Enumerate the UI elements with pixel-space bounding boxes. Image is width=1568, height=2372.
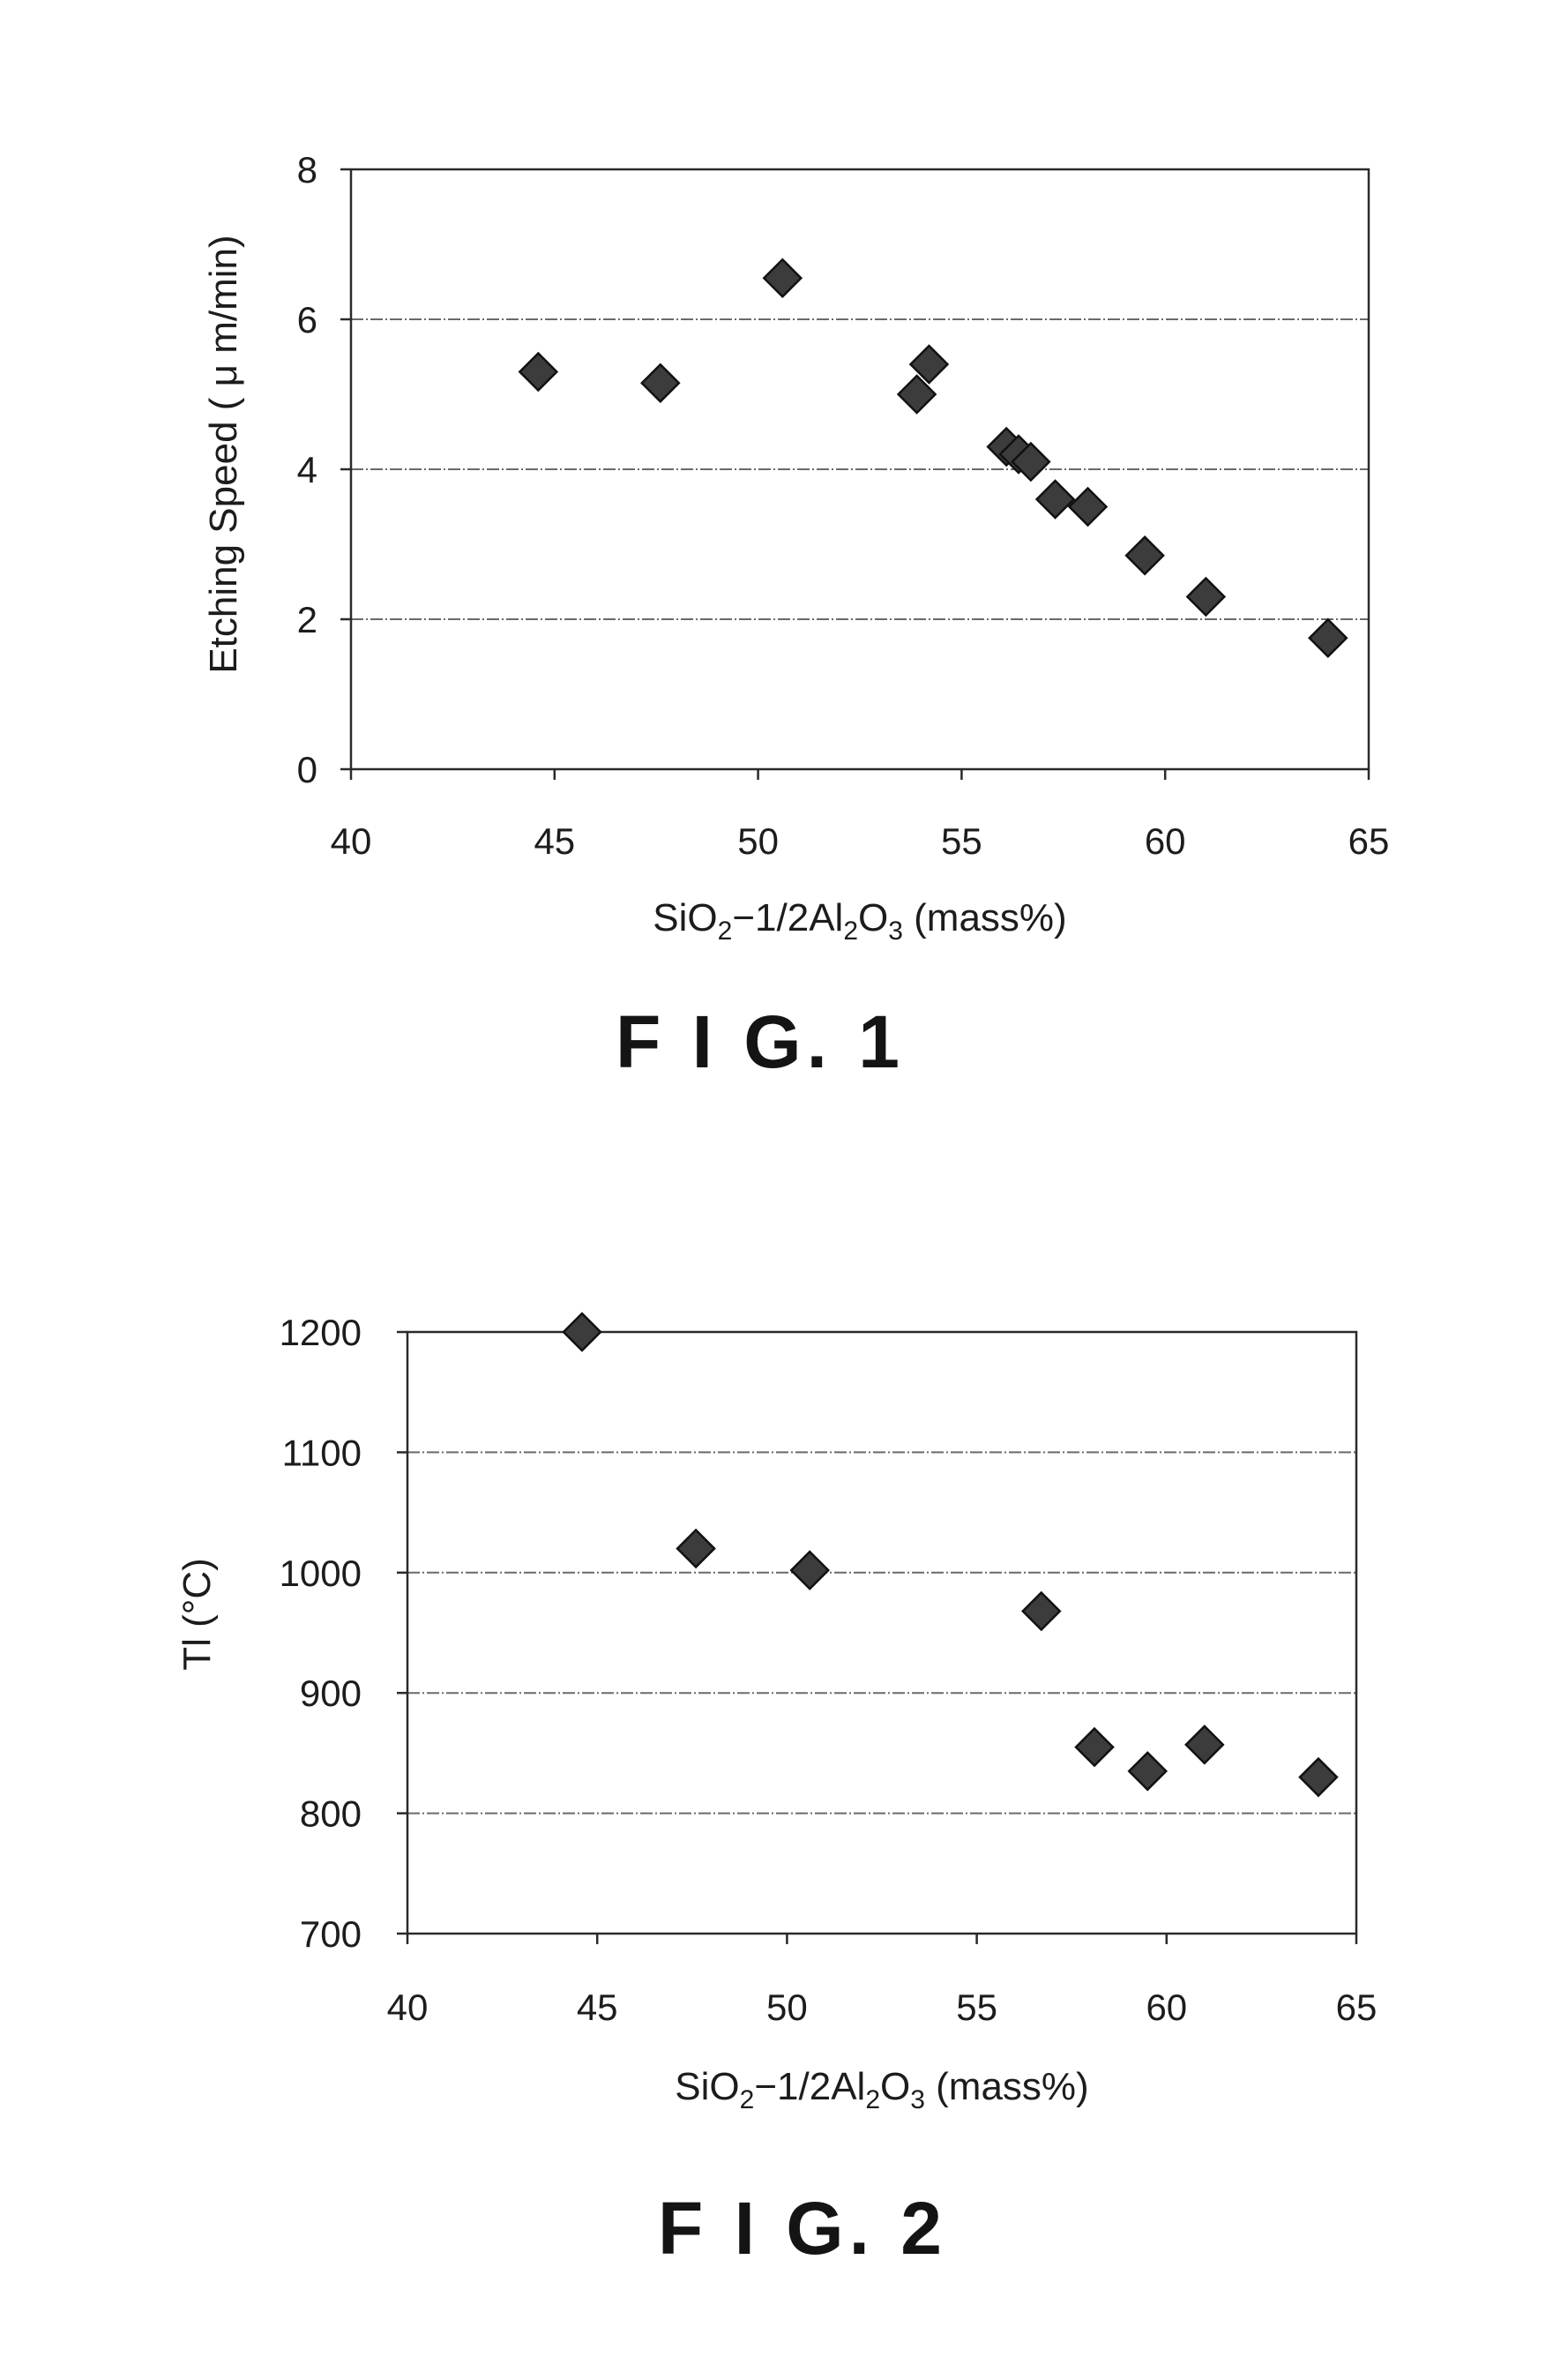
y-tick-label: 800	[300, 1793, 362, 1835]
y-tick-label: 2	[297, 599, 317, 640]
x-axis-label-subscript: 2	[740, 2085, 755, 2114]
y-tick-label: 1100	[282, 1432, 362, 1473]
data-point	[519, 354, 556, 391]
x-axis-label-part: SiO	[675, 2065, 739, 2108]
x-tick-label: 50	[737, 820, 779, 862]
x-axis-label-part: (mass%)	[903, 896, 1067, 939]
x-axis-label-subscript: 2	[718, 917, 733, 946]
data-point	[1126, 537, 1163, 574]
x-tick-label: 55	[956, 1987, 997, 2028]
data-point	[1310, 619, 1347, 656]
x-axis-label-part: SiO	[653, 896, 717, 939]
x-tick-label: 55	[941, 820, 982, 862]
y-tick-label: 6	[297, 299, 317, 340]
y-axis-label: Tl (°C)	[175, 1558, 219, 1671]
x-axis-label-subscript: 3	[910, 2085, 925, 2114]
figure-caption: F I G. 1	[616, 1000, 905, 1083]
data-point	[1069, 489, 1106, 526]
y-tick-label: 900	[300, 1672, 362, 1714]
plot-frame	[407, 1332, 1356, 1934]
data-point	[791, 1552, 828, 1589]
chart-2: 404550556065700800900100011001200SiO2−1/…	[175, 1312, 1377, 2270]
x-tick-label: 50	[766, 1987, 808, 2028]
data-point	[677, 1530, 714, 1568]
y-tick-label: 1000	[280, 1553, 362, 1594]
x-axis-label-part: −1/2Al	[754, 2065, 865, 2108]
data-point	[1076, 1729, 1113, 1766]
x-axis-label-subscript: 3	[888, 917, 903, 946]
y-tick-label: 700	[300, 1913, 362, 1955]
patent-figure-page: 40455055606502468SiO2−1/2Al2O3 (mass%)Et…	[0, 0, 1568, 2372]
x-tick-label: 45	[577, 1987, 618, 2028]
y-axis-label: Etching Speed ( μ m/min)	[202, 235, 245, 673]
x-axis-label-part: O	[880, 2065, 910, 2108]
data-point	[642, 364, 679, 401]
figures-canvas: 40455055606502468SiO2−1/2Al2O3 (mass%)Et…	[0, 0, 1568, 2372]
x-axis-label: SiO2−1/2Al2O3 (mass%)	[675, 2065, 1088, 2114]
x-tick-label: 40	[331, 820, 372, 862]
x-tick-label: 45	[534, 820, 575, 862]
y-tick-label: 1200	[280, 1312, 362, 1353]
data-point	[1187, 579, 1224, 616]
x-axis-label-part: −1/2Al	[732, 896, 843, 939]
y-tick-label: 4	[297, 449, 317, 490]
data-point	[1129, 1753, 1166, 1790]
chart-1: 40455055606502468SiO2−1/2Al2O3 (mass%)Et…	[202, 149, 1389, 1083]
x-axis-label-subscript: 2	[865, 2085, 880, 2114]
figure-caption: F I G. 2	[658, 2187, 947, 2270]
x-tick-label: 40	[387, 1987, 429, 2028]
data-point	[1186, 1726, 1223, 1763]
data-point	[1023, 1592, 1060, 1629]
x-axis-label: SiO2−1/2Al2O3 (mass%)	[653, 896, 1066, 946]
data-point	[764, 259, 801, 296]
x-axis-label-part: (mass%)	[925, 2065, 1089, 2108]
x-tick-label: 65	[1348, 820, 1390, 862]
data-point	[564, 1313, 601, 1351]
data-point	[1300, 1759, 1337, 1796]
y-tick-label: 0	[297, 749, 317, 790]
x-axis-label-subscript: 2	[843, 917, 858, 946]
x-tick-label: 65	[1336, 1987, 1378, 2028]
y-tick-label: 8	[297, 149, 317, 191]
x-tick-label: 60	[1145, 820, 1186, 862]
x-tick-label: 60	[1146, 1987, 1187, 2028]
x-axis-label-part: O	[858, 896, 888, 939]
data-point	[1037, 481, 1074, 518]
